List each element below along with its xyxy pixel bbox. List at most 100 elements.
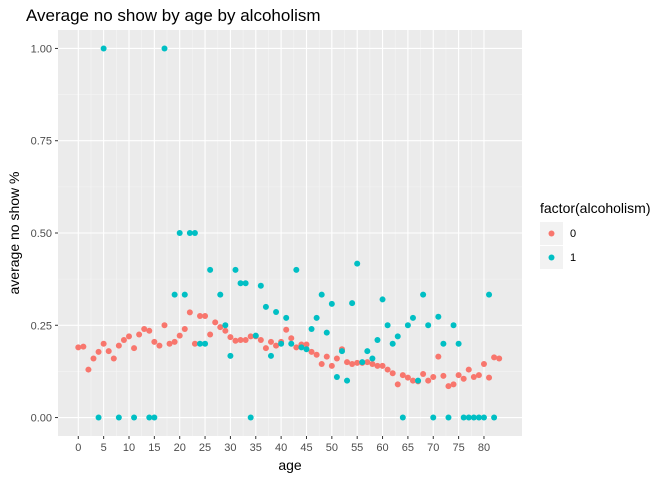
data-point [364, 359, 371, 366]
data-point [420, 291, 427, 298]
data-point [298, 344, 305, 351]
data-point [242, 337, 249, 344]
data-point [491, 354, 498, 361]
data-point [262, 345, 269, 352]
data-point [450, 381, 457, 388]
data-point [85, 366, 92, 373]
data-point [176, 230, 183, 236]
data-point [105, 348, 112, 355]
data-point [450, 322, 457, 329]
data-point [115, 342, 122, 349]
data-point [430, 414, 437, 421]
legend-label: 1 [570, 252, 576, 264]
data-point [440, 372, 447, 379]
data-point [374, 362, 381, 369]
x-tick-label: 35 [250, 442, 262, 454]
data-point [207, 331, 214, 338]
legend-title: factor(alcoholism) [540, 200, 650, 216]
data-point [75, 344, 82, 351]
data-point [166, 340, 173, 347]
data-point [95, 348, 102, 355]
data-point [252, 332, 259, 339]
data-point [379, 296, 386, 303]
data-point [420, 370, 427, 377]
data-point [267, 352, 274, 359]
data-point [217, 324, 224, 331]
data-point [136, 331, 143, 338]
data-point [409, 377, 416, 384]
data-point [318, 291, 325, 298]
data-point [389, 340, 396, 347]
data-point [283, 314, 290, 321]
x-tick-label: 40 [275, 442, 287, 454]
data-point [267, 338, 274, 345]
data-point [394, 381, 401, 388]
data-point [196, 313, 203, 320]
data-point [475, 414, 482, 421]
data-point [196, 340, 203, 347]
data-point [440, 340, 447, 347]
data-point [303, 341, 310, 348]
data-point [369, 361, 376, 368]
data-point [131, 414, 138, 421]
data-point [445, 383, 452, 390]
data-point [470, 414, 477, 421]
y-tick-label: 0.00 [31, 413, 52, 425]
data-point [318, 361, 325, 368]
data-point [237, 280, 244, 287]
data-point [161, 322, 168, 329]
data-point [131, 345, 138, 352]
x-tick-label: 60 [376, 442, 388, 454]
data-point [328, 300, 335, 307]
data-point [202, 340, 209, 347]
data-point [460, 375, 467, 382]
data-point [470, 373, 477, 380]
data-point [237, 337, 244, 344]
data-point [288, 335, 295, 342]
data-point [156, 342, 163, 349]
data-point [176, 332, 183, 339]
data-points [75, 45, 503, 421]
data-point [146, 414, 153, 421]
x-tick-label: 50 [326, 442, 338, 454]
data-point [293, 266, 300, 273]
data-point [95, 414, 102, 421]
data-point [354, 260, 361, 267]
data-point [90, 355, 97, 362]
legend: factor(alcoholism) 0 1 [540, 200, 650, 269]
data-point [273, 342, 280, 349]
data-point [445, 414, 452, 421]
data-point [161, 45, 168, 52]
x-tick-label: 20 [174, 442, 186, 454]
y-axis-ticks: 0.00 0.25 0.50 0.75 1.00 [31, 43, 58, 425]
data-point [455, 372, 462, 379]
data-point [227, 352, 234, 359]
x-tick-label: 75 [452, 442, 464, 454]
data-point [338, 348, 345, 355]
data-point [257, 337, 264, 344]
data-point [227, 334, 234, 341]
data-point [191, 230, 198, 236]
data-point [328, 362, 335, 369]
data-point [374, 337, 381, 344]
data-point [430, 373, 437, 380]
data-point [115, 414, 122, 421]
y-tick-label: 0.75 [31, 136, 52, 148]
data-point [247, 414, 254, 421]
data-point [273, 308, 280, 315]
data-point [181, 291, 188, 298]
data-point [425, 322, 432, 329]
data-point [247, 333, 254, 340]
data-point [344, 359, 351, 366]
x-tick-label: 15 [148, 442, 160, 454]
data-point [293, 344, 300, 351]
data-point [242, 280, 249, 287]
data-point [435, 353, 442, 360]
x-tick-label: 55 [351, 442, 363, 454]
data-point [465, 366, 472, 373]
data-point [125, 333, 132, 340]
data-point [222, 327, 229, 334]
data-point [399, 414, 406, 421]
data-point [480, 361, 487, 368]
